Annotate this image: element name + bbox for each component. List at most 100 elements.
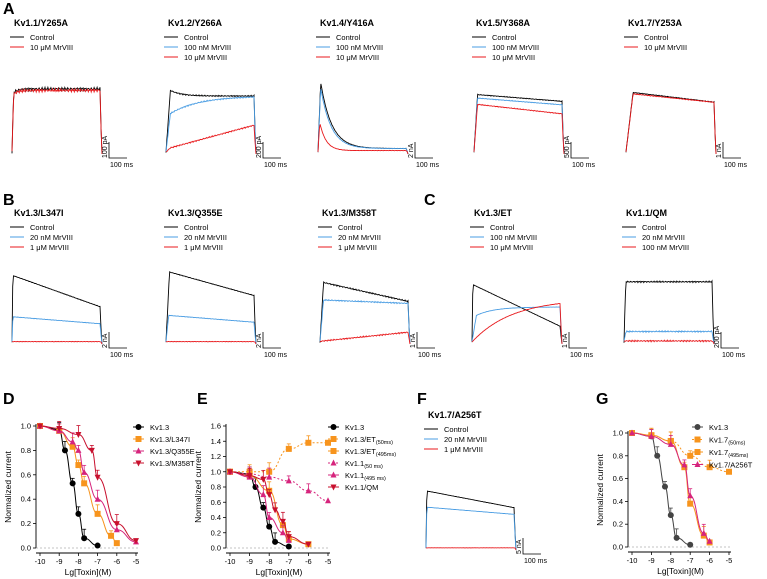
legend-label: 1 μM MrVIII <box>30 243 69 252</box>
x-tick-label: -10 <box>225 557 236 566</box>
scale-label-x: 100 ms <box>524 558 547 565</box>
y-axis-label: Normalized current <box>595 453 605 525</box>
scale-label-x: 100 ms <box>418 352 441 359</box>
data-point <box>285 477 292 484</box>
legend-label: 20 nM MrVIII <box>184 233 227 242</box>
x-tick-label: -6 <box>706 556 713 565</box>
scale-bar <box>414 142 433 159</box>
dose-response-chart: 0.0 0.2 0.4 0.6 0.8 1.0 -10 -9 -8 -7 -6 -5 Lg[Toxin]… <box>595 423 753 576</box>
legend-label: 10 μM MrVIII <box>30 43 73 52</box>
data-point <box>648 432 655 439</box>
panel-title: Kv1.3/M358T <box>322 208 377 218</box>
data-point <box>227 469 233 476</box>
y-tick-label: 0.8 <box>613 451 623 460</box>
current-trace <box>625 93 717 155</box>
scale-label-y: 2 nA <box>102 333 109 348</box>
data-point <box>94 474 101 481</box>
scale-bar <box>720 332 739 349</box>
data-point <box>75 446 82 453</box>
data-point <box>700 529 707 536</box>
data-point <box>94 542 101 549</box>
legend-label: Kv1.3 <box>709 423 728 432</box>
legend-label: 20 nM MrVIII <box>444 435 487 444</box>
legend-subscript: (495ms) <box>728 453 748 459</box>
current-trace <box>165 340 257 345</box>
scale-bar <box>262 142 281 159</box>
data-point <box>687 492 694 499</box>
legend-label: 10 μM MrVIII <box>336 53 379 62</box>
data-point <box>681 461 688 468</box>
legend-subscript: (50 ms) <box>364 464 383 470</box>
data-point <box>135 436 142 442</box>
data-point <box>94 510 101 517</box>
current-trace <box>319 331 411 345</box>
y-tick-label: 1.4 <box>211 437 221 446</box>
y-axis-label: Normalized current <box>193 450 203 522</box>
legend-label: Kv1.7(495ms) <box>709 448 749 459</box>
panel-title: Kv1.3/Q355E <box>168 208 223 218</box>
y-tick-label: 0.8 <box>211 483 221 492</box>
legend-label: 10 μM MrVIII <box>490 243 533 252</box>
x-tick-label: -5 <box>726 556 733 565</box>
data-point <box>246 473 253 480</box>
legend-label: Kv1.3/Q355E <box>150 447 195 456</box>
y-tick-label: 0.0 <box>211 544 221 553</box>
data-point <box>279 522 286 529</box>
y-tick-label: 1.2 <box>211 452 221 461</box>
legend-label: Control <box>492 33 517 42</box>
scale-label-y: 1 nA <box>562 333 569 348</box>
data-point <box>285 534 292 541</box>
panel-letter-C: C <box>424 192 436 209</box>
x-tick-label: -9 <box>56 557 63 566</box>
scale-label-y: 100 pA <box>102 135 109 158</box>
data-point <box>330 424 337 430</box>
current-trace <box>425 490 517 551</box>
legend-label: Kv1.7/A256T <box>709 461 753 470</box>
data-point <box>94 495 101 502</box>
legend-label: Kv1.3/L347I <box>150 435 190 444</box>
current-trace <box>471 306 563 345</box>
data-point <box>266 523 273 530</box>
data-point <box>113 540 120 547</box>
y-tick-label: 1.0 <box>21 422 31 431</box>
legend-label: Control <box>184 33 209 42</box>
data-point <box>330 448 337 454</box>
dose-response-chart: 0.0 0.2 0.4 0.6 0.8 1.0 -10 -9 -8 -7 -6 -5 Lg[Toxin]… <box>3 421 195 577</box>
current-trace <box>317 83 409 155</box>
scale-label-x: 100 ms <box>110 352 133 359</box>
scale-bar <box>722 142 741 159</box>
panel-letter-D: D <box>3 391 15 408</box>
x-tick-label: -9 <box>648 556 655 565</box>
legend-label: 100 nM MrVIII <box>184 43 231 52</box>
data-point <box>667 512 674 519</box>
y-tick-label: 0.0 <box>21 544 31 553</box>
panel-title: Kv1.3/L347I <box>14 208 64 218</box>
x-axis-label: Lg[Toxin](M) <box>657 566 704 576</box>
panel-letter-F: F <box>417 391 427 408</box>
data-point <box>687 452 694 459</box>
data-point <box>61 447 68 454</box>
y-tick-label: 0.4 <box>613 497 623 506</box>
data-point <box>305 487 312 494</box>
scale-label-y: 200 pA <box>714 325 721 348</box>
fit-curve <box>229 471 289 541</box>
x-axis-label: Lg[Toxin](M) <box>65 567 112 577</box>
panel-letter-E: E <box>197 391 208 408</box>
scale-label-x: 100 ms <box>264 162 287 169</box>
x-tick-label: -10 <box>35 557 46 566</box>
x-tick-label: -8 <box>266 557 273 566</box>
y-tick-label: 0.6 <box>613 474 623 483</box>
data-point <box>113 521 120 528</box>
data-point <box>706 464 713 471</box>
data-point <box>330 471 337 478</box>
y-tick-label: 0.4 <box>211 513 221 522</box>
data-point <box>285 445 292 452</box>
data-point <box>260 476 267 483</box>
legend-subscript: (50ms) <box>376 440 393 446</box>
data-point <box>113 526 120 533</box>
data-point <box>252 484 259 490</box>
y-tick-label: 1.0 <box>613 429 623 438</box>
